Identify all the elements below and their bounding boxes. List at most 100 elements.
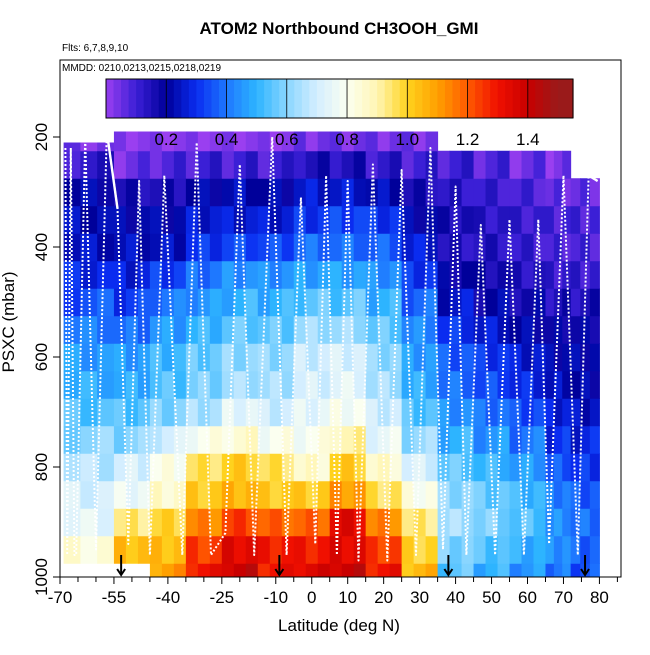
heatmap-cell bbox=[185, 508, 199, 537]
heatmap-cell bbox=[562, 453, 572, 482]
heatmap-cell bbox=[497, 233, 511, 262]
heatmap-cell bbox=[173, 398, 187, 427]
heatmap-cell bbox=[97, 370, 115, 399]
colorbar-swatch bbox=[542, 79, 551, 118]
heatmap-cell bbox=[293, 563, 307, 578]
colorbar-tick-label: 0.8 bbox=[335, 130, 359, 149]
heatmap-cell bbox=[305, 260, 319, 289]
heatmap-cell bbox=[305, 288, 319, 317]
x-axis-label: Latitude (deg N) bbox=[278, 616, 400, 635]
heatmap-cell bbox=[413, 288, 427, 317]
heatmap-cell bbox=[521, 535, 534, 564]
y-tick-label: 200 bbox=[32, 123, 51, 151]
heatmap-cell bbox=[173, 563, 187, 578]
heatmap-cell bbox=[281, 343, 295, 372]
heatmap-cell bbox=[185, 205, 199, 234]
heatmap-cell bbox=[553, 453, 563, 482]
heatmap-cell bbox=[305, 563, 319, 578]
heatmap-cell bbox=[233, 535, 247, 564]
heatmap-cell bbox=[485, 370, 499, 399]
heatmap-cell bbox=[341, 370, 355, 399]
heatmap-cell bbox=[473, 370, 487, 399]
heatmap-cell bbox=[149, 343, 163, 372]
colorbar-swatch bbox=[414, 79, 423, 118]
colorbar-swatch bbox=[309, 79, 318, 118]
heatmap-cell bbox=[545, 260, 555, 289]
colorbar-swatch bbox=[286, 79, 295, 118]
heatmap-cell bbox=[221, 425, 235, 454]
heatmap-cell bbox=[545, 480, 555, 509]
heatmap-cell bbox=[173, 131, 187, 152]
heatmap-cell bbox=[137, 288, 151, 317]
heatmap-cell bbox=[533, 178, 546, 207]
heatmap-cell bbox=[437, 150, 451, 179]
colorbar-swatch bbox=[384, 79, 393, 118]
y-axis-label: PSXC (mbar) bbox=[0, 271, 18, 372]
heatmap-cell bbox=[437, 205, 451, 234]
heatmap-cell bbox=[521, 563, 534, 578]
heatmap-cell bbox=[365, 370, 379, 399]
x-tick-label: 80 bbox=[590, 588, 609, 607]
heatmap-cell bbox=[233, 563, 247, 578]
heatmap-cell bbox=[437, 260, 451, 289]
heatmap-cell bbox=[413, 260, 427, 289]
sonde-marker-arrowhead bbox=[443, 568, 454, 577]
heatmap-cell bbox=[317, 315, 331, 344]
heatmap-cell bbox=[449, 205, 463, 234]
heatmap-cell bbox=[509, 508, 523, 537]
heatmap-cell bbox=[149, 260, 163, 289]
colorbar-swatch bbox=[166, 79, 175, 118]
y-tick-label: 800 bbox=[32, 453, 51, 481]
heatmap-cell bbox=[209, 398, 223, 427]
heatmap-cell bbox=[401, 535, 415, 564]
heatmap-cell bbox=[257, 508, 271, 537]
heatmap-cell bbox=[161, 425, 175, 454]
heatmap-cell bbox=[485, 425, 499, 454]
heatmap-cell bbox=[497, 288, 511, 317]
heatmap-cell bbox=[413, 178, 427, 207]
heatmap-cell bbox=[353, 233, 367, 262]
heatmap-cell bbox=[149, 563, 163, 578]
heatmap-cell bbox=[562, 563, 572, 578]
heatmap-cell bbox=[533, 563, 546, 578]
heatmap-cell bbox=[521, 260, 534, 289]
heatmap-cell bbox=[173, 315, 187, 344]
heatmap-cell bbox=[485, 480, 499, 509]
heatmap-cell bbox=[401, 260, 415, 289]
x-tick-label: 70 bbox=[554, 588, 573, 607]
heatmap-cell bbox=[497, 535, 511, 564]
colorbar-swatch bbox=[362, 79, 371, 118]
heatmap-cell bbox=[245, 563, 259, 578]
heatmap-cell bbox=[63, 315, 81, 344]
heatmap-cell bbox=[245, 370, 259, 399]
heatmap-cell bbox=[589, 508, 600, 537]
heatmap-cell bbox=[570, 563, 581, 578]
heatmap-cell bbox=[149, 150, 163, 179]
heatmap-cell bbox=[113, 315, 127, 344]
heatmap-cell bbox=[473, 343, 487, 372]
heatmap-cell bbox=[389, 370, 403, 399]
heatmap-cell bbox=[80, 315, 98, 344]
heatmap-cell bbox=[461, 563, 475, 578]
heatmap-cell bbox=[353, 131, 367, 152]
colorbar-swatch bbox=[527, 79, 536, 118]
heatmap-cell bbox=[570, 233, 581, 262]
heatmap-cell bbox=[233, 453, 247, 482]
heatmap-cell bbox=[113, 535, 127, 564]
heatmap-cell bbox=[185, 315, 199, 344]
heatmap-cell bbox=[233, 398, 247, 427]
heatmap-cell bbox=[209, 425, 223, 454]
heatmap-cell bbox=[497, 370, 511, 399]
heatmap-cell bbox=[233, 508, 247, 537]
heatmap-cell bbox=[317, 425, 331, 454]
colorbar-swatch bbox=[301, 79, 310, 118]
colorbar-swatch bbox=[475, 79, 484, 118]
heatmap-cell bbox=[97, 398, 115, 427]
heatmap-cell bbox=[197, 178, 211, 207]
heatmap-cell bbox=[553, 398, 563, 427]
heatmap-cell bbox=[377, 178, 391, 207]
heatmap-cell bbox=[497, 205, 511, 234]
heatmap-cell bbox=[425, 233, 439, 262]
heatmap-cell bbox=[437, 288, 451, 317]
heatmap-cell bbox=[570, 535, 581, 564]
